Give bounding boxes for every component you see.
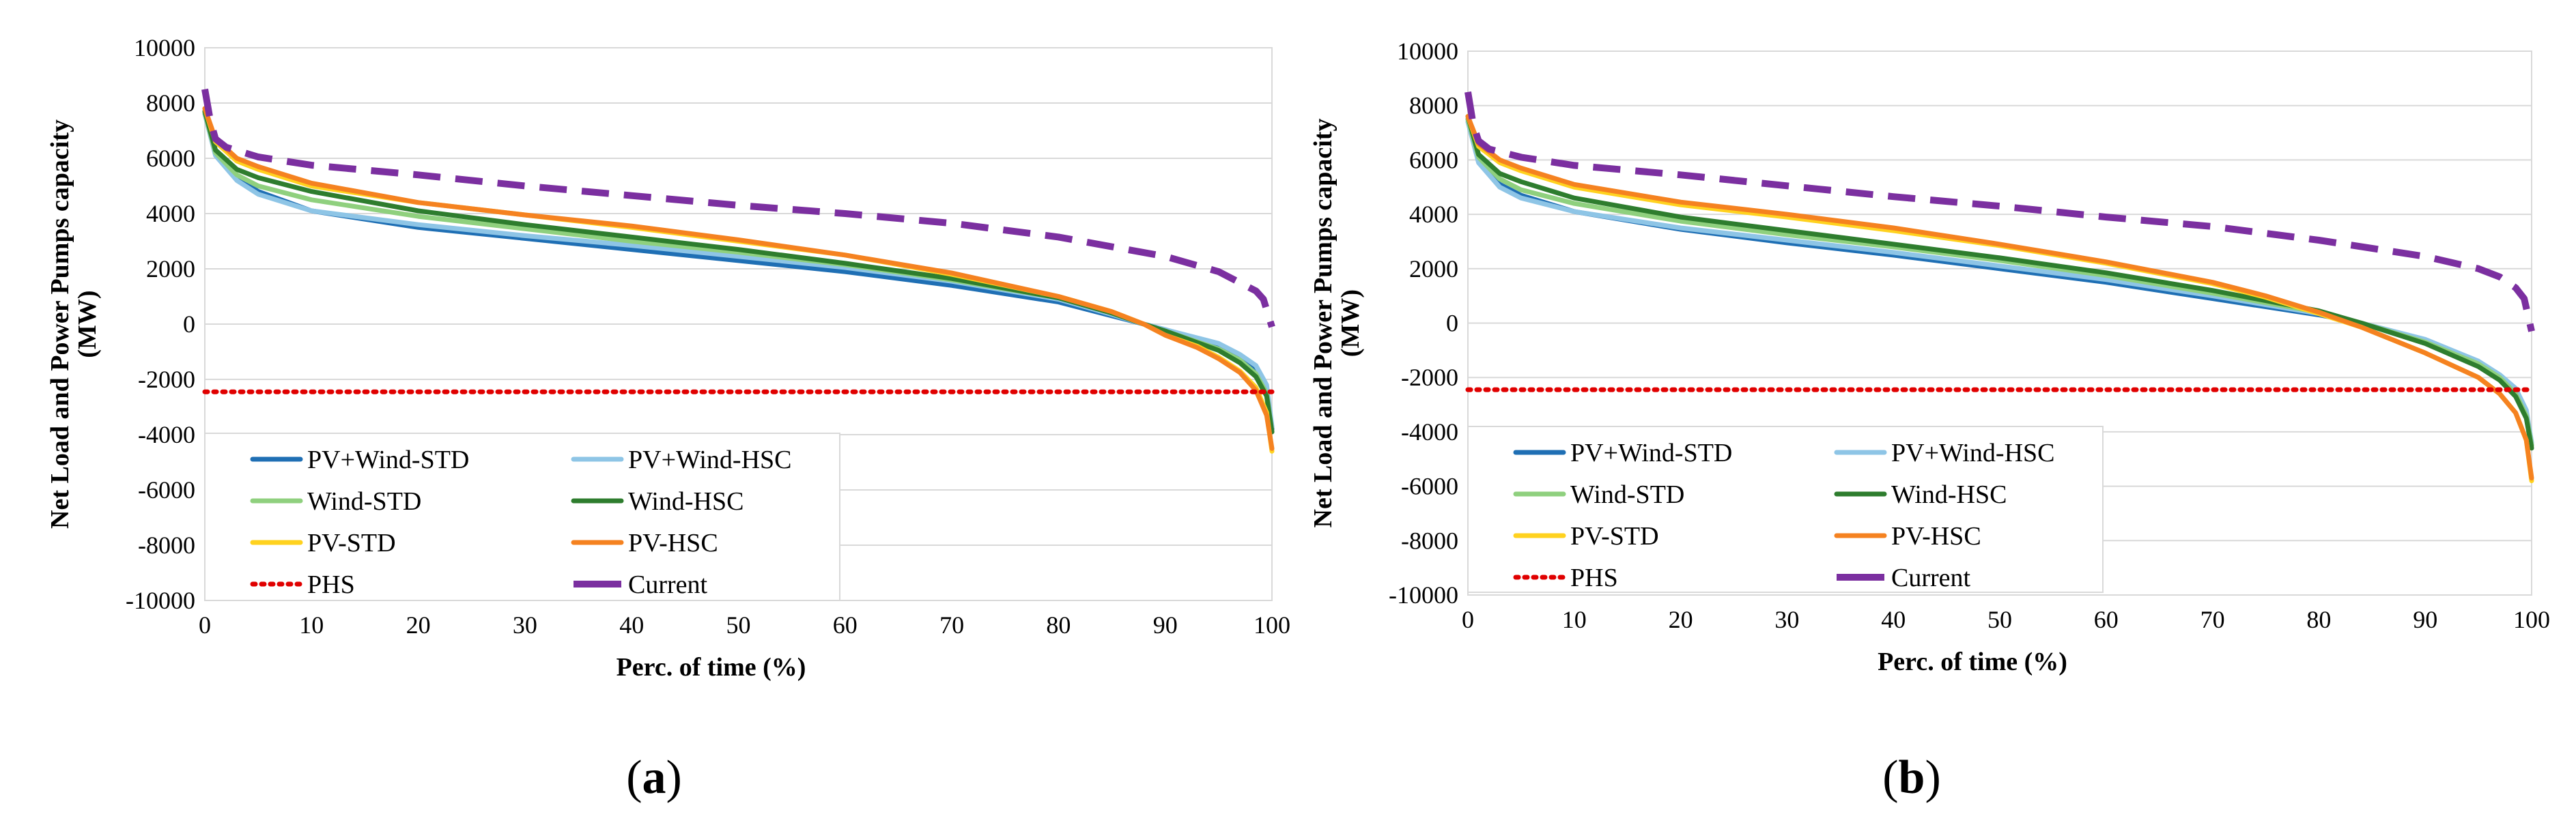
y-axis-label: Net Load and Power Pumps capacity	[1309, 119, 1337, 528]
legend-label: Current	[1891, 564, 1971, 592]
x-tick-label: 90	[1153, 611, 1178, 639]
y-tick-label: -8000	[138, 532, 195, 559]
y-tick-label: -2000	[1401, 364, 1458, 391]
x-tick-label: 60	[2094, 606, 2119, 633]
y-axis-label-unit: (MW)	[1336, 289, 1365, 357]
x-tick-label: 50	[1987, 606, 2012, 633]
y-tick-label: -10000	[1389, 581, 1458, 609]
x-tick-label: 70	[2200, 606, 2225, 633]
legend-label: PHS	[307, 570, 355, 599]
x-tick-label: 60	[833, 611, 858, 639]
legend-label: PV-STD	[307, 529, 396, 557]
x-axis-label: Perc. of time (%)	[1878, 648, 2067, 676]
x-tick-label: 90	[2413, 606, 2437, 633]
legend-label: Wind-STD	[307, 487, 421, 516]
x-tick-label: 0	[199, 611, 211, 639]
y-tick-label: 6000	[146, 145, 195, 172]
legend-label: Current	[628, 570, 708, 599]
series-line-wind-hsc	[202, 108, 1275, 435]
x-tick-label: 30	[1774, 606, 1799, 633]
legend-label: PV+Wind-HSC	[1891, 439, 2055, 467]
x-tick-label: 40	[1881, 606, 1906, 633]
legend-label: Wind-STD	[1570, 480, 1684, 509]
x-axis-label: Perc. of time (%)	[617, 653, 806, 682]
legend-label: Wind-HSC	[1891, 480, 2007, 509]
y-axis-label: Net Load and Power Pumps capacity	[46, 119, 74, 529]
series-line-pv-hsc	[202, 106, 1275, 451]
y-tick-label: 2000	[146, 255, 195, 282]
y-axis-label-unit: (MW)	[73, 290, 102, 358]
legend-box	[204, 433, 840, 601]
y-tick-label: -2000	[138, 366, 195, 393]
legend-label: PV-HSC	[1891, 522, 1981, 551]
x-tick-label: 100	[2513, 606, 2550, 633]
legend-label: PHS	[1570, 564, 1618, 592]
y-tick-label: 4000	[1409, 201, 1458, 228]
chart-panel-a: -10000 -8000 -6000 -4000 -2000 0 2000 4000 6000 8…	[46, 34, 1290, 682]
legend-label: PV-HSC	[628, 529, 718, 557]
panel-label-b: (b)	[1882, 751, 1941, 804]
y-tick-label: 10000	[1397, 38, 1458, 65]
y-tick-label: 2000	[1409, 255, 1458, 282]
x-tick-label: 80	[1046, 611, 1071, 639]
chart-panel-b: -10000 -8000 -6000 -4000 -2000 0 2000 4000 6000 8…	[1309, 38, 2550, 676]
y-tick-label: -6000	[138, 476, 195, 504]
x-tick-label: 100	[1254, 611, 1290, 639]
y-tick-label: 8000	[146, 89, 195, 117]
legend-label: PV+Wind-STD	[307, 446, 469, 474]
y-tick-label: -4000	[1401, 418, 1458, 446]
x-tick-label: 80	[2306, 606, 2331, 633]
y-tick-label: 10000	[134, 34, 195, 61]
legend-label: PV-STD	[1570, 522, 1659, 551]
y-tick-label: -10000	[126, 587, 195, 614]
legend-label: PV+Wind-STD	[1570, 439, 1732, 467]
y-tick-label: 4000	[146, 200, 195, 227]
legend-label: PV+Wind-HSC	[628, 446, 792, 474]
y-tick-label: 8000	[1409, 92, 1458, 119]
panel-label-a: (a)	[626, 751, 682, 804]
y-tick-label: 0	[183, 310, 195, 338]
x-tick-label: 30	[513, 611, 537, 639]
legend-box	[1467, 426, 2104, 593]
x-tick-label: 40	[619, 611, 644, 639]
series-line-wind-hsc	[1465, 114, 2534, 451]
series-line-current	[201, 88, 1275, 328]
series-line-current	[1464, 91, 2535, 332]
x-tick-label: 20	[1669, 606, 1693, 633]
y-tick-label: -6000	[1401, 473, 1458, 500]
y-tick-label: -8000	[1401, 527, 1458, 554]
x-tick-label: 50	[726, 611, 751, 639]
x-tick-label: 10	[1562, 606, 1587, 633]
x-tick-label: 70	[939, 611, 964, 639]
x-tick-label: 0	[1462, 606, 1474, 633]
x-tick-label: 10	[299, 611, 324, 639]
y-tick-label: 0	[1446, 310, 1458, 337]
y-tick-label: 6000	[1409, 146, 1458, 173]
legend-label: Wind-HSC	[628, 487, 744, 516]
x-tick-label: 20	[406, 611, 431, 639]
y-tick-label: -4000	[138, 421, 195, 448]
